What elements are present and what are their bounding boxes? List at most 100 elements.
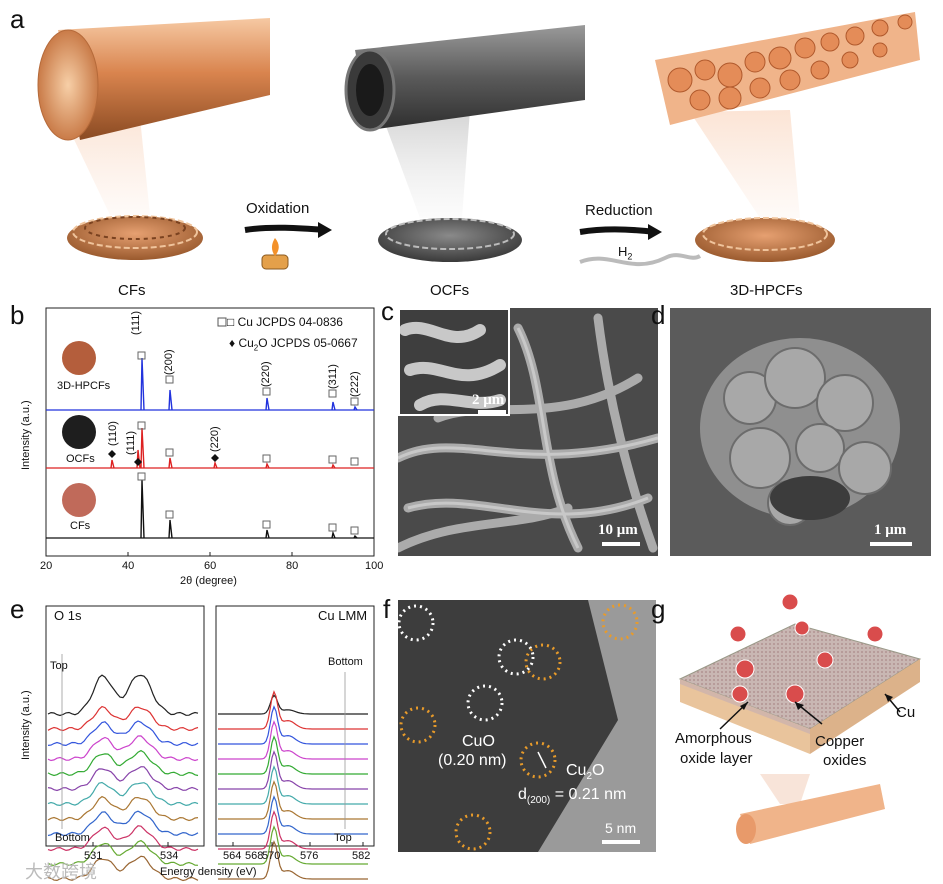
peak-ocf-220: (220) — [209, 426, 221, 452]
panel-e-xps-chart — [45, 605, 375, 882]
xps-xtick-576: 576 — [300, 850, 319, 862]
xps-culmm-line — [218, 705, 368, 745]
xps-culmm-line — [218, 840, 368, 880]
xps-culmm-line — [218, 780, 368, 820]
xps-o1s-line — [47, 766, 199, 792]
xps-xtick-564: 564 — [223, 850, 242, 862]
xrd-legend-cu2o: ♦ Cu2O JCPDS 05-0667 — [229, 336, 358, 352]
xps-xtick-568: 568 — [245, 850, 264, 862]
xps-xtick-531: 531 — [84, 850, 103, 862]
xps-culmm-line — [218, 690, 368, 730]
xps-right-title: Cu LMM — [318, 608, 368, 623]
panel-c-inset-scalebar — [478, 410, 506, 414]
panel-c-sem-image — [398, 308, 658, 556]
xrd-xtick-100: 100 — [365, 560, 384, 572]
xps-left-top: Top — [50, 660, 68, 672]
xps-o1s-line — [47, 795, 199, 822]
panel-c-inset-scale-text: 2 μm — [472, 392, 505, 408]
xps-right-bottom: Bottom — [328, 656, 363, 668]
xps-o1s-line — [47, 674, 199, 717]
panel-f-tem-image — [398, 600, 656, 852]
panel-g-label: g — [651, 594, 666, 624]
panel-f-scalebar — [602, 840, 640, 844]
xps-culmm-line — [218, 795, 368, 835]
xps-culmm-line — [218, 694, 368, 715]
cu2o-label: Cu2O — [566, 762, 604, 782]
xps-xlabel: Energy density (eV) — [160, 866, 257, 878]
panel-b-xrd-chart — [45, 307, 375, 557]
xps-culmm-line — [218, 735, 368, 775]
xps-o1s-line — [47, 749, 199, 777]
panel-c-label: c — [381, 296, 394, 326]
cuo-d-label: (0.20 nm) — [438, 752, 507, 769]
xrd-xtick-20: 20 — [40, 560, 53, 572]
xps-right-top: Top — [334, 832, 352, 844]
xps-xtick-582: 582 — [352, 850, 371, 862]
xps-o1s-line — [47, 781, 199, 807]
watermark: 大数跨境 — [25, 862, 97, 882]
panel-d-scalebar — [870, 542, 912, 546]
sample-label-ocfs: OCFs — [66, 453, 95, 465]
peak-220: (220) — [260, 361, 272, 387]
cu2o-sub: 2 — [586, 771, 593, 783]
xrd-ylabel: Intensity (a.u.) — [20, 400, 32, 470]
cuo-label: CuO — [462, 733, 495, 750]
panel-f-label: f — [383, 594, 391, 624]
panel-f-scale-text: 5 nm — [605, 820, 637, 836]
ocfs-caption: OCFs — [430, 282, 470, 299]
xps-o1s-line — [47, 735, 199, 762]
xps-left-title: O 1s — [54, 608, 82, 623]
peak-311: (311) — [327, 364, 339, 389]
xps-culmm-line — [218, 750, 368, 790]
panel-d-sem-image — [670, 308, 931, 556]
peak-111: (111) — [130, 310, 142, 335]
xrd-legend-cu: □ Cu JCPDS 04-0836 — [227, 315, 343, 329]
xps-o1s-line — [47, 825, 199, 852]
panel-a-label: a — [10, 4, 25, 34]
peak-200: (200) — [163, 349, 175, 375]
cu2o-prefix: Cu — [566, 762, 587, 779]
legend-cu2o-sub: 2 — [253, 343, 259, 353]
panel-d-label: d — [651, 300, 666, 330]
copper-oxides-label-2: oxides — [823, 752, 867, 769]
hpcfs-caption: 3D-HPCFs — [730, 282, 803, 299]
peak-ocf-111: (111) — [125, 430, 137, 455]
h2-sub: 2 — [627, 251, 633, 262]
h2-text: H — [618, 244, 628, 259]
amorphous-label-2: oxide layer — [680, 750, 753, 767]
peak-222: (222) — [349, 371, 361, 397]
panel-c-inset — [398, 308, 510, 416]
xps-o1s-line — [47, 839, 199, 867]
xps-culmm-line — [218, 825, 368, 865]
xps-o1s-line — [47, 855, 199, 882]
xps-xtick-534: 534 — [160, 850, 179, 862]
sample-label-cfs: CFs — [70, 520, 91, 532]
xps-xtick-570: 570 — [262, 850, 281, 862]
panel-c-scale-text: 10 μm — [598, 522, 638, 538]
xps-left-bottom: Bottom — [55, 832, 90, 844]
xps-o1s-line — [47, 705, 199, 732]
peak-ocf-110: (110) — [107, 421, 119, 446]
panel-d-scale-text: 1 μm — [874, 522, 907, 538]
xrd-xtick-60: 60 — [204, 560, 217, 572]
xps-culmm-line — [218, 810, 368, 850]
xrd-xtick-80: 80 — [286, 560, 299, 572]
xrd-xlabel: 2θ (degree) — [180, 575, 237, 587]
reduction-label: Reduction — [585, 202, 653, 219]
xps-culmm-line — [218, 720, 368, 760]
d-spacing-label: d(200) = 0.21 nm — [518, 786, 626, 806]
d-suffix: = 0.21 nm — [550, 786, 627, 803]
xps-ylabel: Intensity (a.u.) — [20, 690, 32, 760]
panel-a-illustration — [37, 12, 920, 270]
xrd-xtick-40: 40 — [122, 560, 135, 572]
legend-cu2o-suffix: O JCPDS 05-0667 — [258, 336, 358, 350]
xps-o1s-line — [47, 720, 199, 747]
cu2o-suffix: O — [592, 762, 605, 779]
oxidation-label: Oxidation — [246, 200, 310, 217]
d-sub: (200) — [526, 795, 551, 807]
sample-label-hpcfs: 3D-HPCFs — [57, 380, 111, 392]
cu-label: Cu — [896, 704, 916, 721]
panel-e-label: e — [10, 594, 25, 624]
panel-c-scalebar — [602, 542, 640, 546]
panel-g-illustration — [678, 594, 922, 844]
